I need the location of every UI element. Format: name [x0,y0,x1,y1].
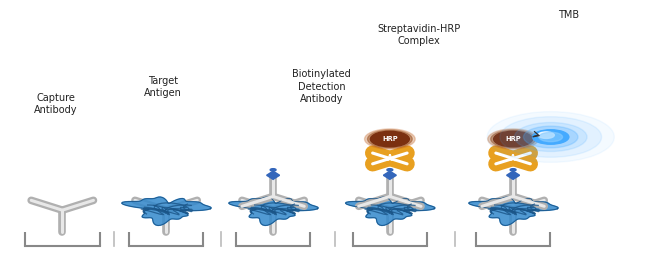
Circle shape [488,129,538,149]
Text: HRP: HRP [382,136,398,142]
Text: HRP: HRP [505,136,521,142]
Circle shape [365,129,415,149]
Polygon shape [122,197,211,225]
Circle shape [387,169,393,171]
Circle shape [270,169,276,171]
Circle shape [493,131,532,147]
Circle shape [539,132,562,142]
Polygon shape [345,197,435,225]
Circle shape [367,130,412,148]
Text: Biotinylated
Detection
Antibody: Biotinylated Detection Antibody [292,69,351,104]
Polygon shape [506,171,519,179]
Polygon shape [384,171,396,179]
Polygon shape [266,171,280,179]
Circle shape [491,130,536,148]
Text: Capture
Antibody: Capture Antibody [34,93,77,115]
Text: Streptavidin-HRP
Complex: Streptavidin-HRP Complex [378,24,461,46]
Text: A: A [510,154,516,163]
Circle shape [370,131,410,147]
Circle shape [487,112,614,162]
Circle shape [514,122,587,152]
Polygon shape [229,197,318,225]
Text: TMB: TMB [558,10,579,20]
Text: A: A [387,154,393,163]
Polygon shape [469,197,558,225]
Text: Target
Antigen: Target Antigen [144,76,182,98]
Circle shape [532,130,569,144]
Circle shape [523,126,578,148]
Circle shape [500,117,601,157]
Circle shape [538,132,554,138]
Circle shape [510,169,516,171]
